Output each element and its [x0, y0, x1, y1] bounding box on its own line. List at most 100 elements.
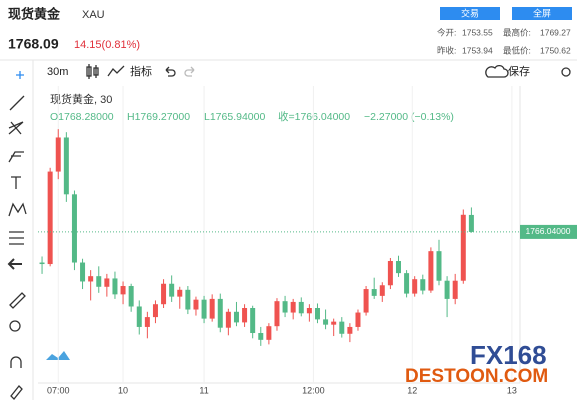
candle-body [258, 333, 264, 340]
candle-body [128, 286, 134, 307]
x-tick-label: 12 [407, 385, 417, 395]
candle-body [404, 273, 410, 294]
x-tick-label: 10 [118, 385, 128, 395]
stat-value: 1750.62 [540, 45, 571, 55]
candle-body [55, 137, 61, 172]
x-tick-label: 07:00 [47, 385, 70, 395]
price-change: 14.15(0.81%) [74, 39, 140, 51]
candle-body [71, 194, 77, 263]
candle-body [201, 299, 207, 319]
legend-open: O1768.28000 [50, 111, 114, 123]
candle-body [144, 317, 150, 327]
candle-body [290, 301, 296, 313]
fullscreen-button-label[interactable]: 全屏 [533, 7, 551, 18]
candle-body [323, 319, 329, 325]
x-tick-label: 12:00 [302, 385, 325, 395]
undo-icon[interactable] [165, 66, 176, 77]
candle-body [452, 280, 458, 299]
candle-body [161, 283, 167, 305]
candle-body [274, 301, 280, 327]
instrument-name: 现货黄金 [8, 6, 61, 21]
candle-body [242, 308, 248, 323]
line-tool[interactable] [9, 95, 25, 111]
candle-body [80, 262, 86, 282]
candle-body [233, 311, 239, 323]
candle-body [282, 301, 288, 313]
stat-value: 1753.55 [462, 27, 493, 37]
pattern-tool[interactable] [8, 202, 27, 217]
stat-value: 1769.27 [540, 27, 571, 37]
candle-body [63, 137, 69, 195]
fib-tool[interactable] [8, 121, 24, 135]
candle-body [460, 214, 466, 281]
candle-body [371, 289, 377, 296]
indicators-button[interactable]: 指标 [130, 64, 152, 78]
candle-body [387, 261, 393, 286]
stat-label: 最高价: [503, 27, 531, 37]
candle-body [39, 262, 45, 265]
candle-body [428, 251, 434, 291]
crosshair-tool[interactable] [16, 71, 24, 79]
candle-body [185, 289, 191, 310]
legend-low: L1765.94000 [204, 111, 265, 123]
indicator-icon[interactable] [107, 65, 125, 77]
legend-close: 收=1766.04000 [278, 110, 350, 123]
candle-body [266, 326, 272, 340]
trade-button[interactable] [440, 7, 500, 20]
candle-body [339, 321, 345, 334]
legend-title: 现货黄金, 30 [50, 92, 112, 106]
candle-body [136, 306, 142, 327]
candle-body [444, 280, 450, 299]
redo-icon[interactable] [184, 66, 195, 77]
chart-type-icon[interactable] [86, 64, 99, 79]
candle-body [209, 298, 215, 319]
candle-body [169, 283, 175, 297]
legend-change: −2.27000 (−0.13%) [364, 111, 454, 123]
stat-label: 今开: [437, 27, 456, 37]
candle-body [152, 304, 158, 318]
candle-body [412, 279, 418, 294]
candle-body [88, 276, 94, 282]
ruler-tool[interactable] [9, 292, 26, 309]
text-tool[interactable] [11, 176, 21, 189]
trade-button-label[interactable]: 交易 [461, 7, 479, 18]
candle-body [225, 311, 231, 328]
watermark-site: DESTOON.COM [405, 366, 548, 387]
price-label-box [520, 224, 577, 239]
zoom-tool[interactable] [9, 320, 21, 332]
candle-body [306, 308, 312, 314]
measure-tool[interactable] [9, 231, 24, 245]
cloud-badge[interactable] [46, 351, 70, 360]
stat-label: 昨收: [437, 45, 456, 55]
candle-body [314, 308, 320, 320]
cloud-icon[interactable] [485, 64, 509, 78]
candle-body [120, 286, 126, 295]
candle-body [47, 171, 53, 265]
candle-body [331, 321, 337, 325]
candle-body [420, 279, 426, 291]
fullscreen-button[interactable] [512, 7, 572, 20]
interval-button[interactable]: 30m [47, 66, 68, 78]
brush-tool[interactable] [8, 151, 24, 163]
legend-high: H1769.27000 [127, 111, 190, 123]
candle-body [250, 308, 256, 334]
lock-tool[interactable] [10, 385, 23, 400]
candle-body [96, 276, 102, 287]
back-tool[interactable] [7, 258, 22, 270]
x-tick-label: 13 [507, 385, 517, 395]
candle-body [436, 251, 442, 281]
candle-body [379, 285, 385, 296]
settings-icon[interactable] [561, 67, 571, 77]
candle-body [193, 299, 199, 310]
stat-value: 1753.94 [462, 45, 493, 55]
candle-body [395, 261, 401, 274]
instrument-symbol: XAU [82, 9, 105, 21]
magnet-tool[interactable] [10, 356, 22, 368]
save-button[interactable]: 保存 [508, 64, 530, 78]
candle-body [347, 326, 353, 334]
price-label: 1766.04000 [526, 226, 571, 236]
candle-body [298, 301, 304, 314]
candle-body [104, 278, 110, 287]
candle-body [112, 278, 118, 295]
